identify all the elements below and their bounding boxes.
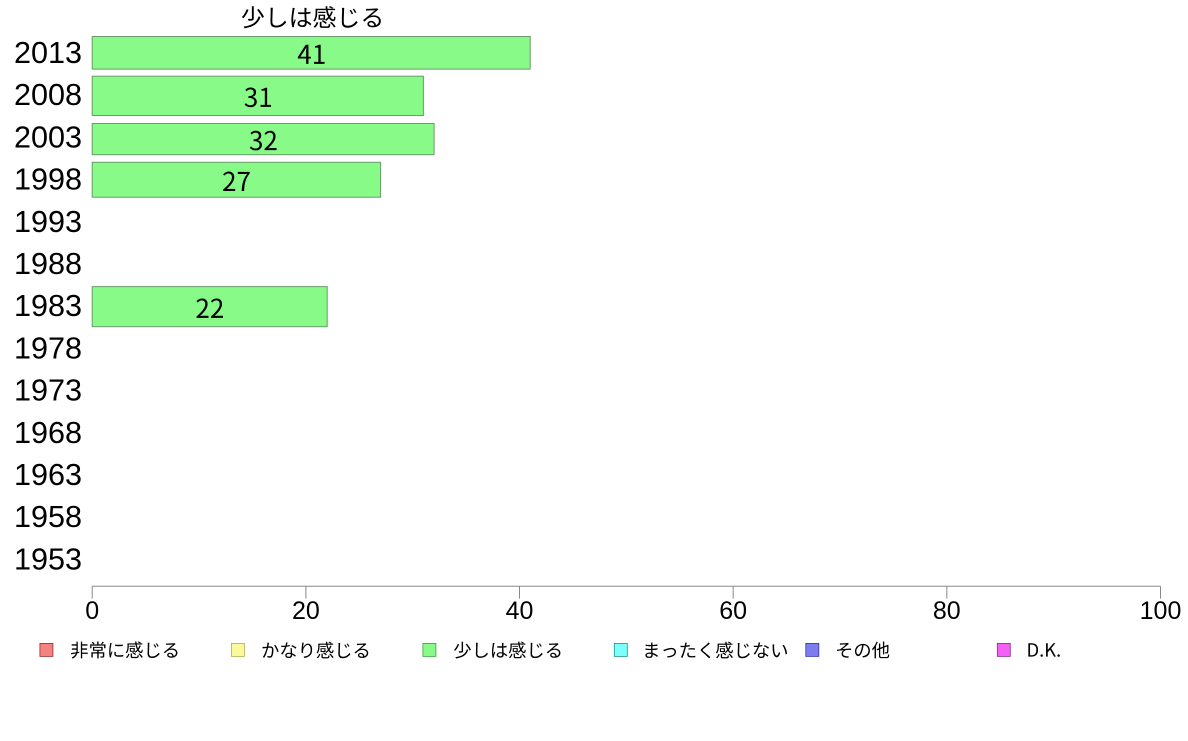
svg-text:2013: 2013 [14, 36, 82, 70]
svg-text:1978: 1978 [14, 331, 82, 365]
svg-text:1983: 1983 [14, 289, 82, 323]
svg-text:1968: 1968 [14, 416, 82, 450]
svg-text:1998: 1998 [14, 163, 82, 197]
svg-text:20: 20 [292, 597, 320, 625]
svg-text:1988: 1988 [14, 247, 82, 281]
svg-text:100: 100 [1140, 597, 1182, 625]
svg-text:60: 60 [719, 597, 747, 625]
svg-text:2003: 2003 [14, 120, 82, 154]
svg-text:1953: 1953 [14, 542, 82, 576]
svg-text:1993: 1993 [14, 205, 82, 239]
svg-text:0: 0 [85, 597, 99, 625]
svg-text:40: 40 [506, 597, 534, 625]
svg-text:1958: 1958 [14, 500, 82, 534]
svg-text:1973: 1973 [14, 374, 82, 408]
svg-text:2008: 2008 [14, 78, 82, 112]
svg-text:1963: 1963 [14, 458, 82, 492]
svg-text:80: 80 [933, 597, 961, 625]
